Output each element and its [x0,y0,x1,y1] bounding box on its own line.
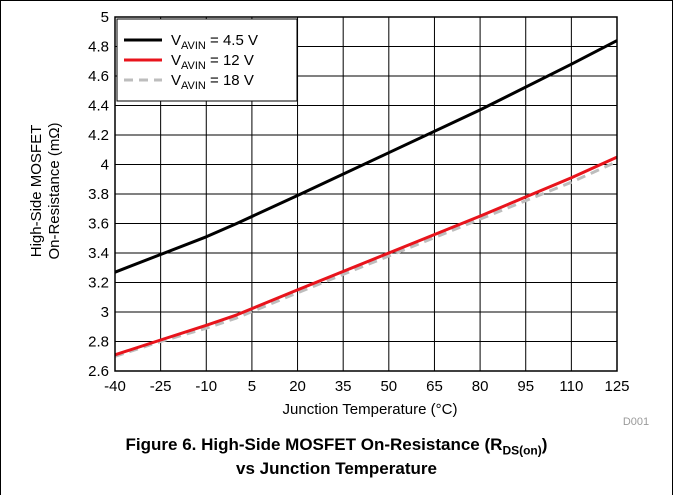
caption-subscript: DS(on) [502,443,542,458]
y-tick-label: 4.4 [88,98,109,115]
legend-label-3: VAVIN = 18 V [171,72,254,92]
y-tick-label: 3.6 [88,216,109,233]
plot-area-border [114,16,618,372]
y-tick-label: 3.2 [88,275,109,292]
figure-caption-line1: Figure 6. High-Side MOSFET On-Resistance… [0,434,673,461]
y-tick-label: 3 [101,304,109,321]
y-tick-label: 3.8 [88,186,109,203]
series-line-1 [114,39,618,274]
y-tick-label: 4 [101,157,109,174]
y-tick-label: 5 [101,9,109,26]
y-tick-label: 4.6 [88,68,109,85]
x-tick-label: 50 [380,378,397,395]
x-tick-label: -40 [104,378,126,395]
watermark-id: D001 [623,416,649,428]
x-tick-label: 20 [289,378,306,395]
figure-caption-line2: vs Junction Temperature [236,459,437,478]
x-tick-label: 95 [517,378,534,395]
y-axis-label-line1: High-Side MOSFET [28,125,45,258]
series-layer [114,39,618,358]
series-line-3 [114,160,618,358]
x-tick-label: -25 [150,378,172,395]
x-tick-label: 110 [559,378,583,395]
x-tick-label: 80 [472,378,489,395]
y-tick-label: 4.8 [88,39,109,56]
tick-labels: -40 -25 -10 5 20 35 50 65 80 95 110 125 2.6 2.8 3 3.2 3.… [88,9,629,395]
series-line-2 [114,155,618,357]
x-tick-label: -10 [195,378,217,395]
line-chart: -40 -25 -10 5 20 35 50 65 80 95 110 125 2.6 2.8 3 3.2 3.… [28,9,649,428]
y-tick-label: 2.6 [88,363,109,380]
x-tick-label: 35 [335,378,352,395]
y-tick-label: 4.2 [88,127,109,144]
legend-label-2: VAVIN = 12 V [171,52,254,72]
x-tick-label: 125 [604,378,629,395]
frame-top-border [0,0,673,1]
x-axis-label: Junction Temperature (°C) [283,401,458,418]
y-axis-label-line2: On-Resistance (mΩ) [46,122,63,259]
caption-suffix: ) [541,435,548,454]
caption-prefix: Figure 6. High-Side MOSFET On-Resistance… [125,435,503,454]
frame-left-border [0,0,1,495]
y-tick-label: 3.4 [88,245,109,262]
x-tick-label: 5 [248,378,256,395]
legend-label-1: VAVIN = 4.5 V [171,32,258,52]
y-tick-label: 2.8 [88,334,109,351]
x-tick-label: 65 [426,378,443,395]
